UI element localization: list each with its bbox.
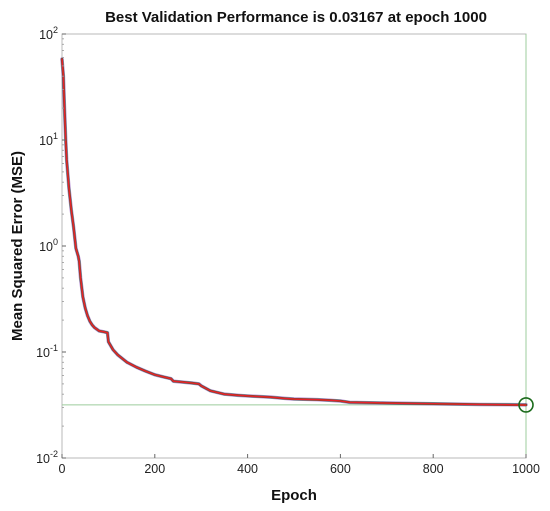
y-tick-base-2: 10	[39, 240, 53, 254]
y-tick-exp-2: 0	[53, 237, 58, 247]
x-tick-label-2: 400	[237, 462, 258, 476]
x-axis-label: Epoch	[271, 487, 317, 504]
y-axis-label: Mean Squared Error (MSE)	[9, 151, 26, 341]
y-tick-label-2: 100	[39, 237, 58, 254]
y-tick-label-4: 102	[39, 25, 58, 42]
series-group	[60, 57, 528, 407]
y-tick-base-0: 10	[36, 452, 50, 466]
x-tick-label-5: 1000	[512, 462, 540, 476]
x-tick-label-3: 600	[330, 462, 351, 476]
x-axis-ticks: 0 200 400 600 800 1000	[59, 454, 540, 476]
y-tick-label-1: 10-1	[36, 343, 58, 360]
x-tick-label-0: 0	[59, 462, 66, 476]
x-tick-label-4: 800	[423, 462, 444, 476]
y-tick-label-0: 10-2	[36, 449, 58, 466]
y-tick-base-3: 10	[39, 134, 53, 148]
x-tick-label-1: 200	[144, 462, 165, 476]
chart-title: Best Validation Performance is 0.03167 a…	[105, 9, 487, 26]
best-epoch-marker	[518, 397, 534, 413]
y-tick-base-1: 10	[36, 346, 50, 360]
y-tick-label-3: 101	[39, 131, 58, 148]
y-tick-exp-1: -1	[50, 343, 58, 353]
series-line-train	[61, 58, 527, 406]
y-tick-exp-3: 1	[53, 131, 58, 141]
y-tick-exp-4: 2	[53, 25, 58, 35]
plot-area	[61, 33, 527, 459]
y-tick-base-4: 10	[39, 28, 53, 42]
y-tick-exp-0: -2	[50, 449, 58, 459]
